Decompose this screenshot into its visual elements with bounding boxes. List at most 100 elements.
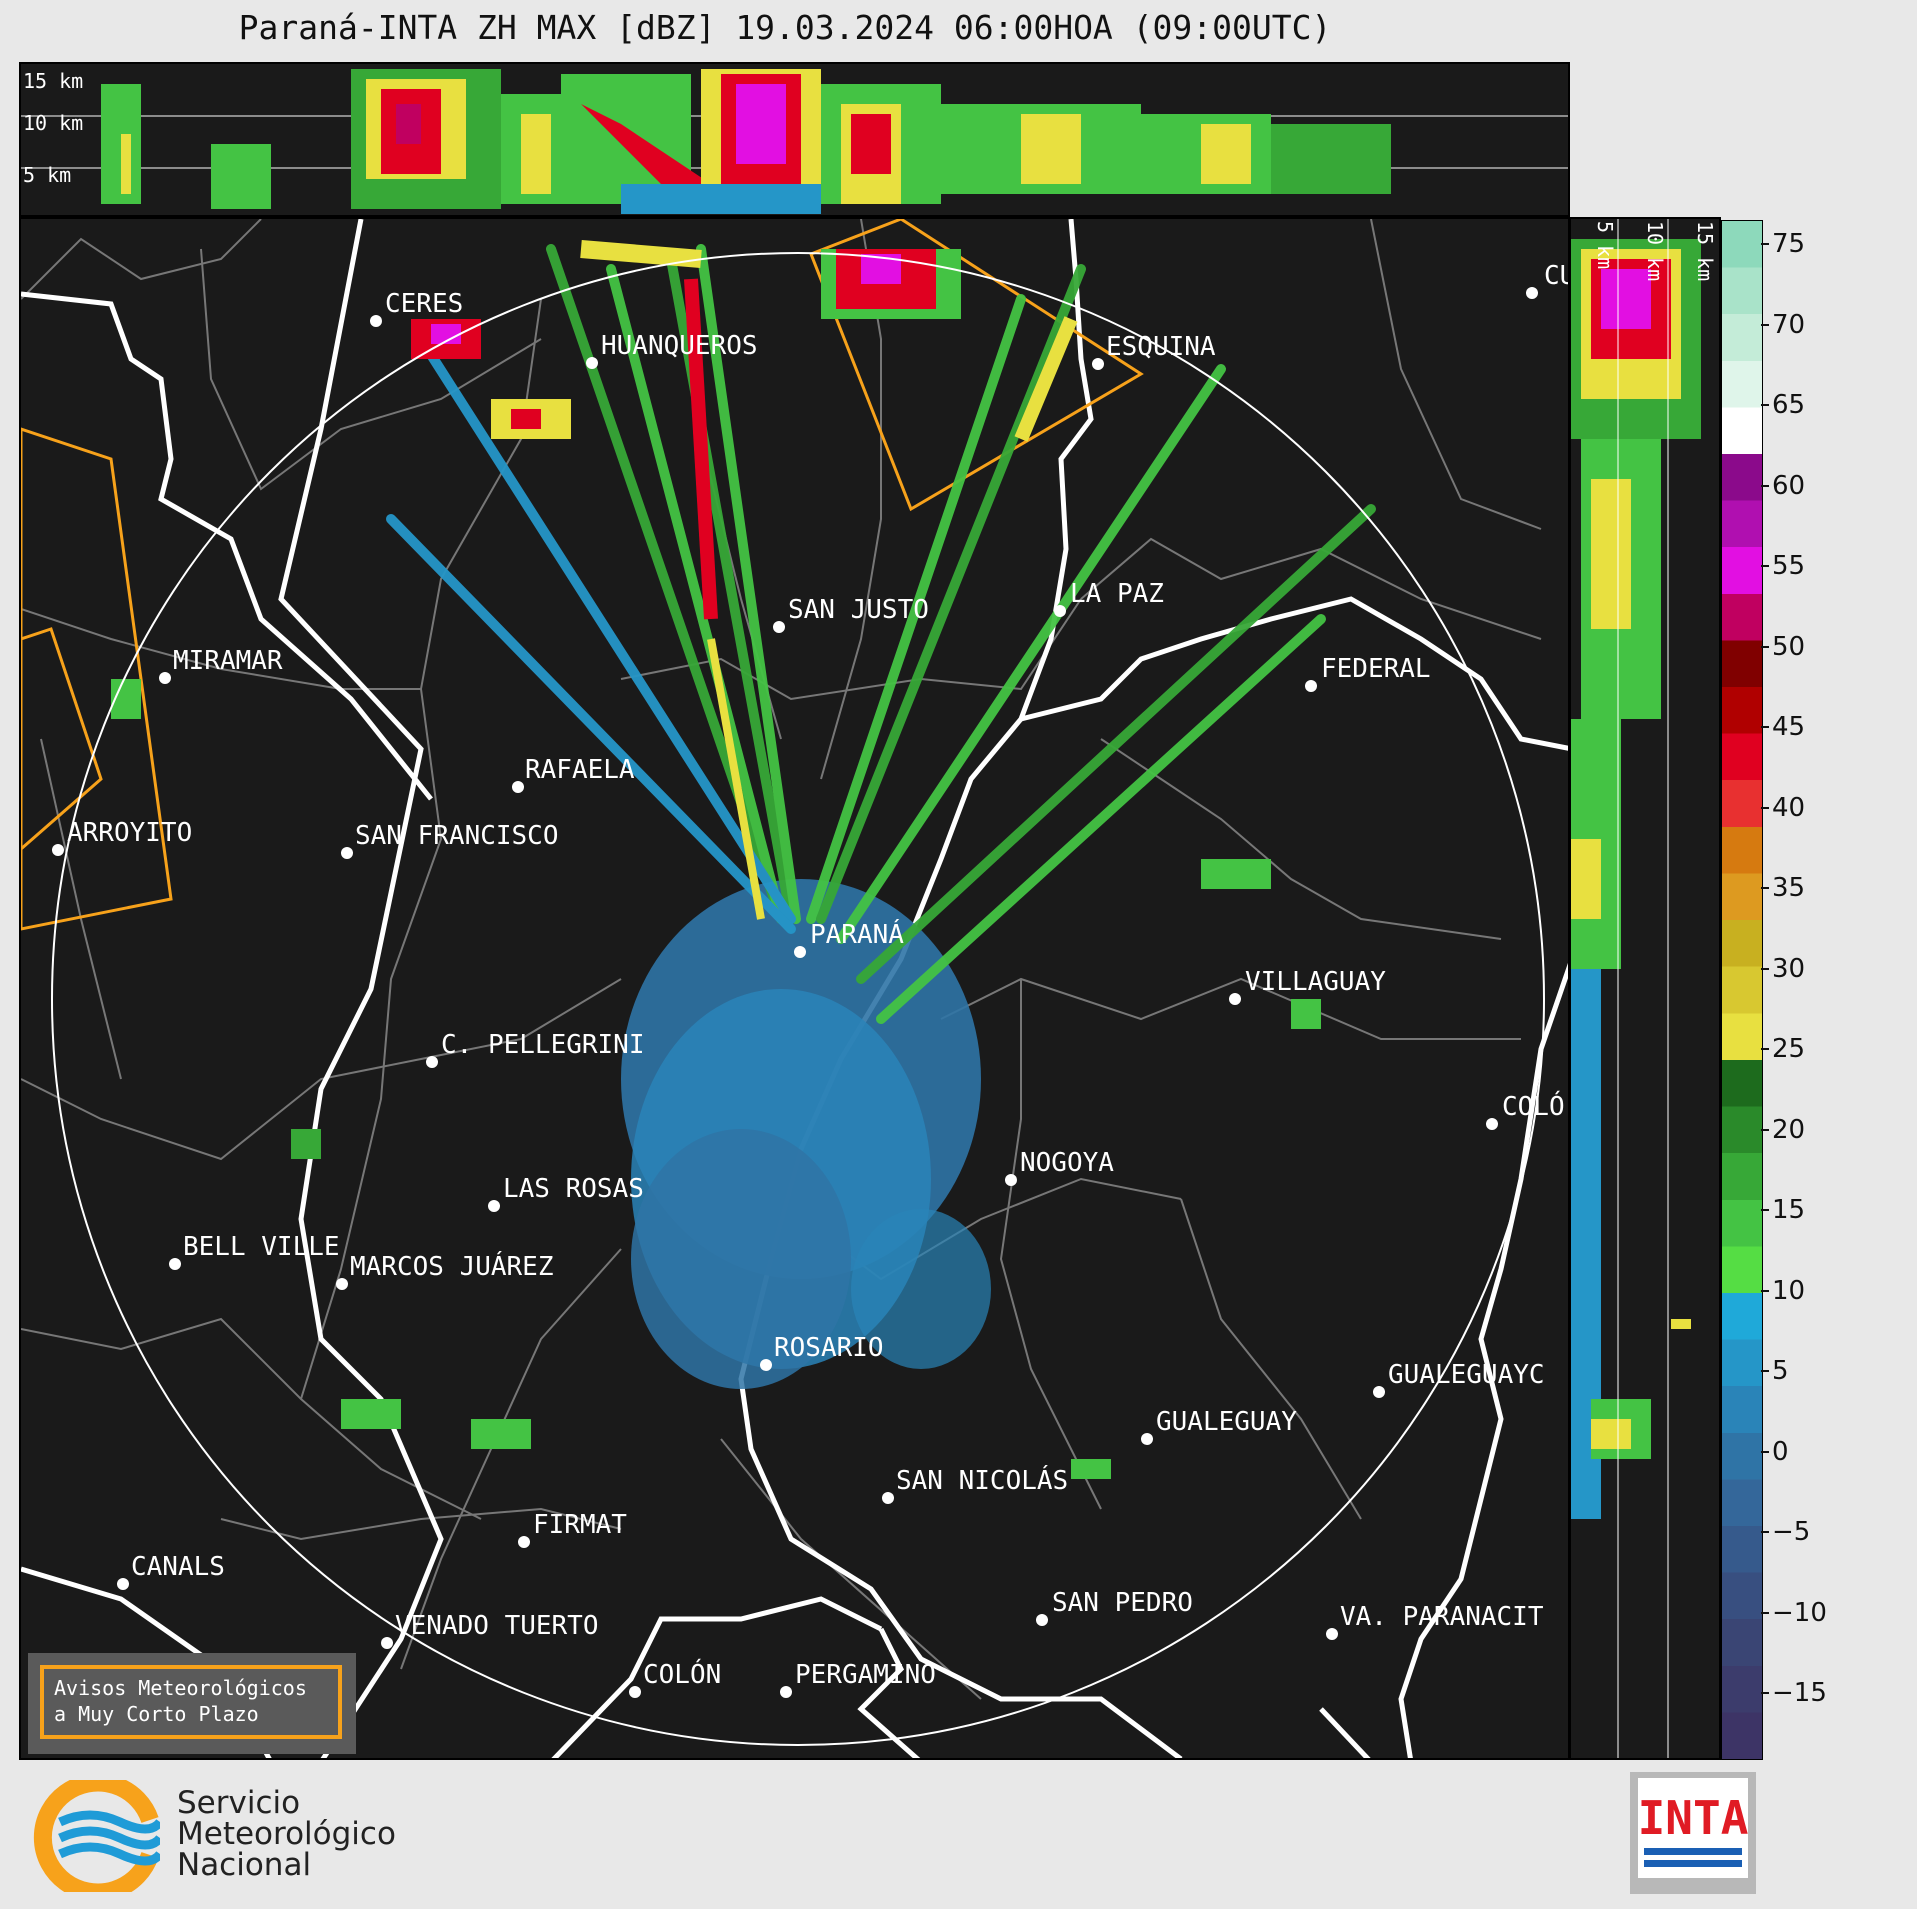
colorbar-tick-label: 20: [1772, 1114, 1806, 1145]
colorbar-tickmark: [1761, 1531, 1769, 1533]
colorbar-tickmark: [1761, 1048, 1769, 1050]
colorbar-tick-label: 55: [1772, 551, 1806, 581]
city-label: NOGOYA: [1020, 1148, 1114, 1178]
city-marker: SAN NICOLÁS: [882, 1464, 1068, 1504]
smn-logo-text: Servicio Meteorológico Nacional: [177, 1788, 396, 1881]
side-label-15km: 15 km: [1693, 221, 1717, 281]
top-label-5km: 5 km: [23, 163, 71, 187]
colorbar-tick-label: 65: [1772, 390, 1806, 420]
side-cross-section-panel: 5 km 10 km 15 km: [1569, 217, 1721, 1760]
city-marker: RAFAELA: [512, 755, 635, 793]
city-marker: MIRAMAR: [159, 646, 283, 684]
city-label: VA. PARANACIT: [1340, 1602, 1544, 1632]
city-label: MIRAMAR: [173, 646, 283, 676]
city-dot: [1005, 1174, 1017, 1186]
city-marker: C. PELLEGRINI: [426, 1030, 645, 1068]
city-marker: LA PAZ: [1054, 579, 1164, 617]
city-dot: [1526, 287, 1538, 299]
colorbar-tickmark: [1761, 967, 1769, 970]
city-marker: VA. PARANACIT: [1326, 1602, 1544, 1640]
city-dot: [159, 672, 171, 684]
colorbar-tick-label: 35: [1772, 873, 1806, 903]
city-marker: CU: [1526, 261, 1570, 299]
colorbar-tick-label: 30: [1772, 953, 1806, 984]
city-label: ARROYITO: [67, 818, 192, 848]
city-marker: VILLAGUAY: [1229, 967, 1386, 1005]
colorbar-tick-label: −15: [1772, 1678, 1827, 1708]
city-label: VILLAGUAY: [1245, 967, 1386, 997]
inta-logo-text: INTA: [1638, 1791, 1749, 1845]
city-marker: PERGAMINO: [780, 1660, 936, 1698]
smn-line-2: Meteorológico: [177, 1816, 396, 1852]
city-dot: [1486, 1118, 1498, 1130]
top-cross-section-panel: 15 km 10 km 5 km: [19, 62, 1570, 217]
city-label: FIRMAT: [533, 1510, 627, 1540]
city-dot: [1229, 993, 1241, 1005]
city-label: COLÓN: [643, 1658, 721, 1690]
city-marker: CERES: [370, 289, 463, 327]
city-dot: [52, 844, 64, 856]
city-dot: [1326, 1628, 1338, 1640]
colorbar-tick-label: 70: [1772, 309, 1806, 340]
colorbar-tickmark: [1761, 1611, 1769, 1614]
city-dot: [488, 1200, 500, 1212]
colorbar-tickmark: [1761, 1450, 1769, 1453]
city-dot: [341, 847, 353, 859]
colorbar: [1721, 220, 1763, 1760]
colorbar-tick-label: 40: [1772, 792, 1806, 823]
city-dot: [1141, 1433, 1153, 1445]
city-label: SAN FRANCISCO: [355, 821, 559, 851]
colorbar-tick-label: 0: [1772, 1436, 1789, 1467]
smn-line-1: Servicio: [177, 1785, 301, 1821]
city-dot: [518, 1536, 530, 1548]
colorbar-tick-label: 10: [1772, 1275, 1806, 1306]
city-marker: GUALEGUAYC: [1373, 1360, 1545, 1398]
colorbar-tickmark: [1761, 806, 1769, 809]
top-echoes: [101, 69, 1391, 214]
colorbar-tickmark: [1761, 1692, 1769, 1694]
city-label: CANALS: [131, 1552, 225, 1582]
city-label: ROSARIO: [774, 1333, 884, 1363]
smn-logo-icon: [33, 1780, 160, 1892]
city-label: CU: [1544, 261, 1570, 291]
range-ring: [51, 252, 1545, 1746]
city-label: SAN PEDRO: [1052, 1588, 1193, 1618]
side-label-10km: 10 km: [1643, 221, 1667, 281]
city-dot: [1092, 358, 1104, 370]
city-label: PARANÁ: [810, 918, 904, 950]
city-marker: SAN FRANCISCO: [341, 821, 559, 859]
colorbar-tickmark: [1761, 243, 1769, 245]
colorbar-tickmark: [1761, 484, 1769, 487]
city-label: LA PAZ: [1070, 579, 1164, 609]
inta-logo-icon: INTA: [1630, 1772, 1756, 1894]
city-marker: GUALEGUAY: [1141, 1407, 1297, 1445]
city-dot: [1373, 1386, 1385, 1398]
radar-echoes: [111, 240, 1376, 1479]
city-dot: [794, 946, 806, 958]
city-dot: [426, 1056, 438, 1068]
city-dot: [780, 1686, 792, 1698]
city-marker: VENADO TUERTO: [381, 1611, 599, 1649]
colorbar-tickmark: [1761, 645, 1769, 648]
city-label: GUALEGUAYC: [1388, 1360, 1545, 1390]
city-dot: [381, 1637, 393, 1649]
city-dot: [117, 1578, 129, 1590]
city-dot: [169, 1258, 181, 1270]
city-marker: SAN PEDRO: [1036, 1588, 1193, 1626]
city-label: HUANQUEROS: [601, 331, 758, 361]
city-marker: HUANQUEROS: [586, 331, 758, 369]
city-marker: SAN JUSTO: [773, 595, 929, 633]
city-label: SAN NICOLÁS: [896, 1464, 1068, 1496]
city-marker: COLÓN: [629, 1658, 721, 1698]
warning-polygons: [21, 219, 1144, 931]
colorbar-tick-label: 60: [1772, 470, 1806, 501]
smn-line-3: Nacional: [177, 1847, 312, 1883]
city-marker: COLÓ: [1486, 1090, 1565, 1130]
city-marker: NOGOYA: [1005, 1148, 1114, 1186]
city-marker: ESQUINA: [1092, 332, 1216, 370]
top-cross-section-plot: 15 km 10 km 5 km: [21, 69, 1568, 214]
side-echoes: [1571, 239, 1701, 1519]
city-label: BELL VILLE: [183, 1232, 340, 1262]
top-label-10km: 10 km: [23, 111, 83, 135]
city-dot: [760, 1359, 772, 1371]
